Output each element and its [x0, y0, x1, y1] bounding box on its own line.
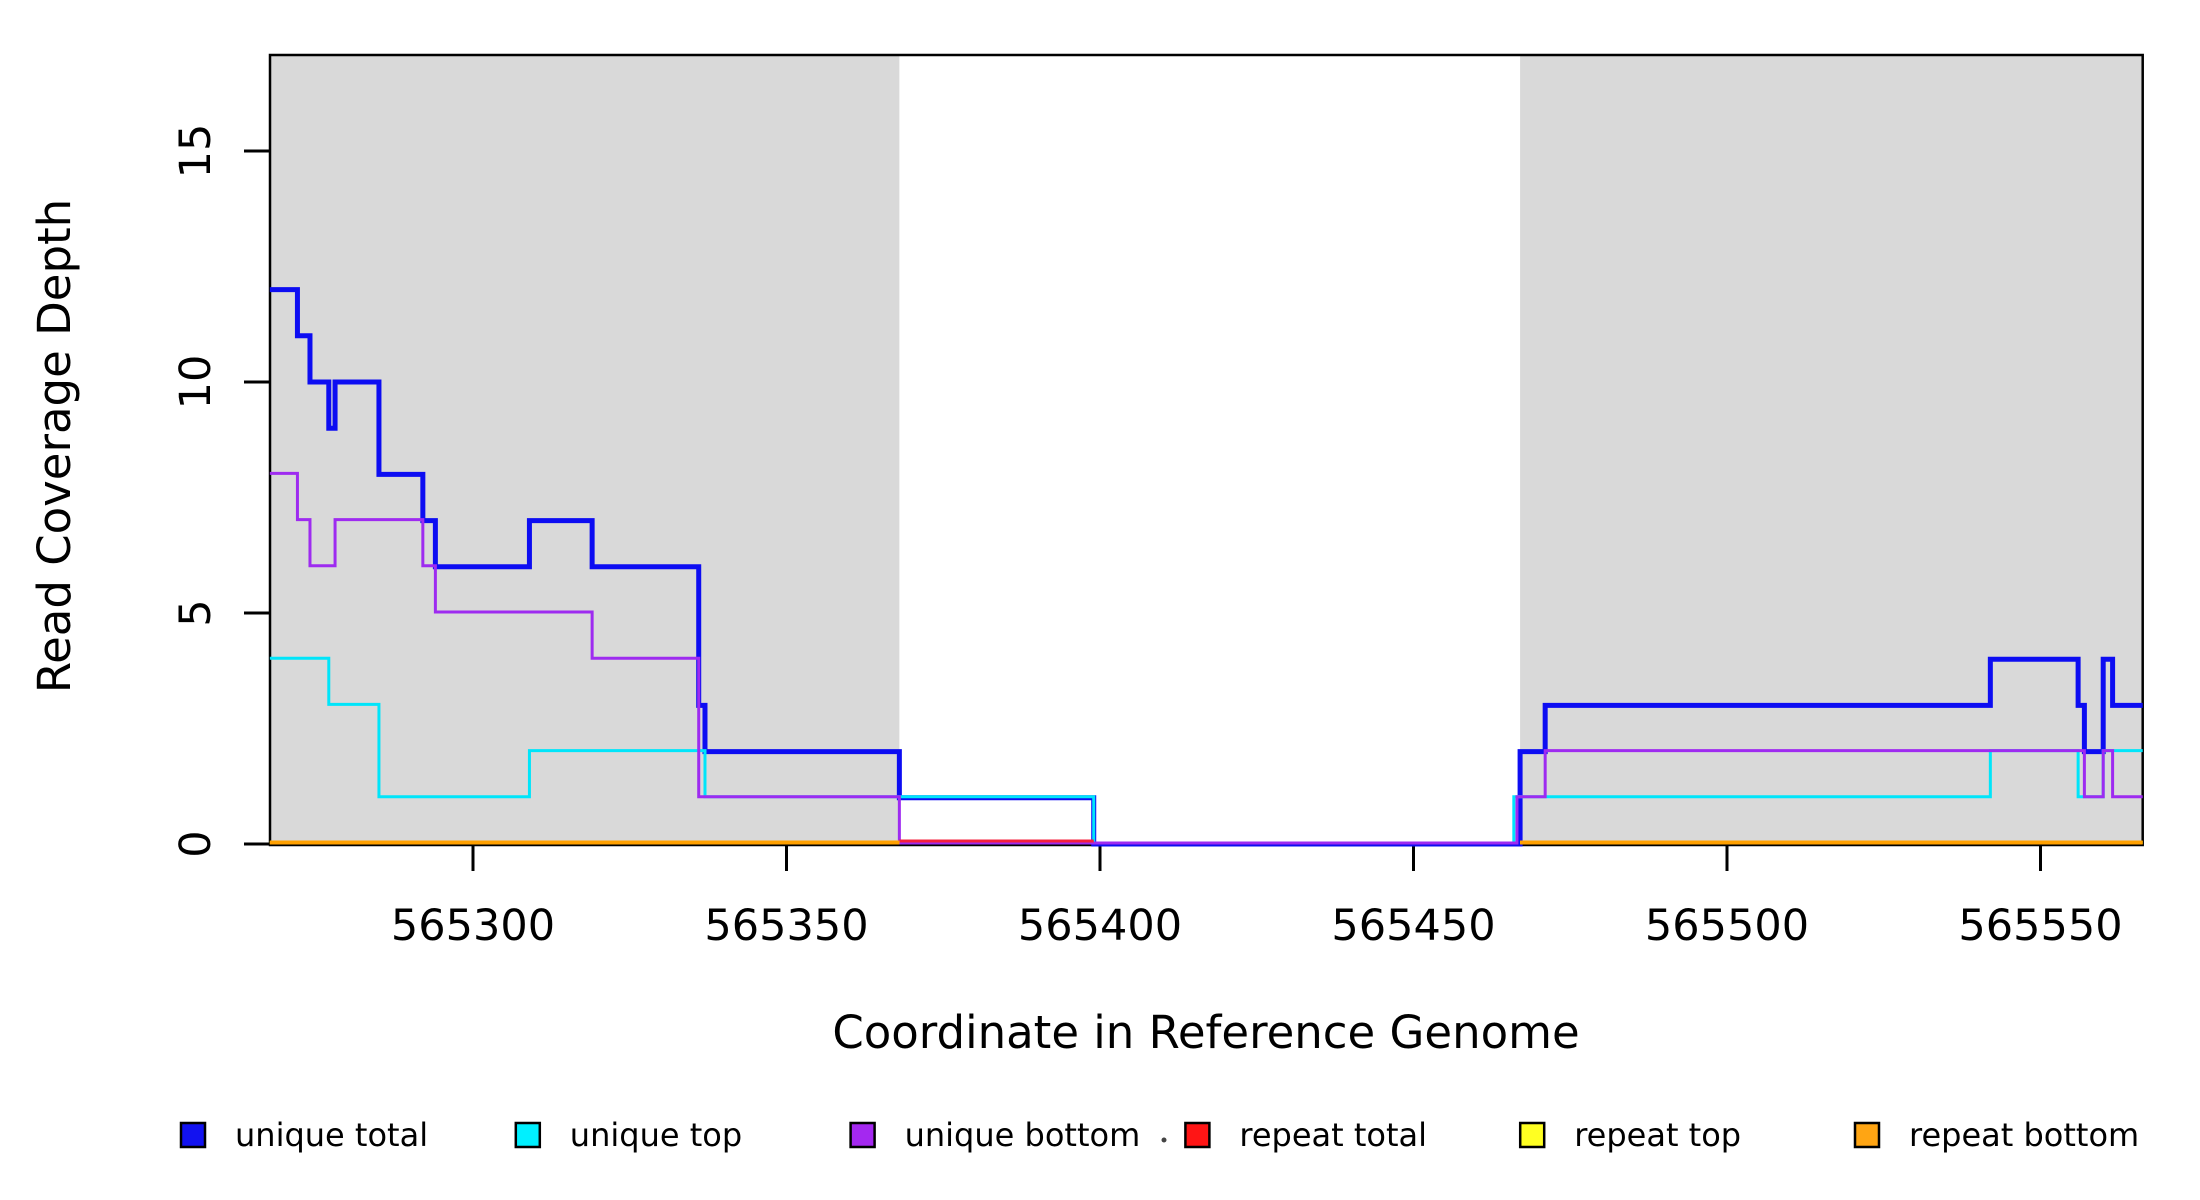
legend-label-repeat-bottom: repeat bottom: [1909, 1116, 2139, 1154]
legend-label-unique-bottom: unique bottom: [905, 1116, 1141, 1154]
y-tick-label: 5: [171, 599, 221, 626]
legend-item: unique total: [179, 1116, 428, 1154]
series-unique-bottom: [269, 471, 2143, 845]
series-unique-total: [269, 287, 2143, 847]
series-path: [269, 471, 2143, 845]
coverage-series-lines: [269, 287, 2143, 847]
x-tick-label: 565550: [1958, 901, 2122, 951]
repeat-region-shade: [269, 56, 900, 845]
y-axis-title: Read Coverage Depth: [28, 199, 81, 693]
legend-label-repeat-total: repeat total: [1239, 1116, 1427, 1154]
legend: unique total unique top unique bottom re…: [179, 1116, 2139, 1154]
legend-swatch-unique-top: [514, 1121, 542, 1149]
x-tick-label: 565450: [1331, 901, 1495, 951]
legend-label-unique-top: unique top: [570, 1116, 742, 1154]
y-tick-label: 0: [171, 830, 221, 857]
legend-item: repeat top: [1518, 1116, 1741, 1154]
series-path: [269, 656, 2143, 845]
legend-item: repeat total: [1184, 1116, 1427, 1154]
legend-swatch-repeat-top: [1518, 1121, 1546, 1149]
series-path: [269, 287, 2143, 847]
legend-label-repeat-top: repeat top: [1574, 1116, 1741, 1154]
x-tick-label: 565400: [1018, 901, 1182, 951]
repeat-region-shading: [269, 56, 2143, 845]
y-tick-label: 15: [171, 124, 221, 179]
legend-item: unique top: [514, 1116, 742, 1154]
repeat-region-shade: [1520, 56, 2143, 845]
x-tick-label: 565350: [704, 901, 868, 951]
legend-swatch-unique-total: [179, 1121, 207, 1149]
axes-and-ticks: 565300 565350 565400 565450 565500 565550 0 5 10…: [171, 53, 2144, 951]
x-axis-title: Coordinate in Reference Genome: [832, 1006, 1579, 1059]
series-unique-top: [269, 656, 2143, 845]
legend-item: repeat bottom: [1853, 1116, 2139, 1154]
y-tick-label: 10: [171, 355, 221, 410]
legend-label-unique-total: unique total: [235, 1116, 428, 1154]
stray-dot: [1161, 1137, 1167, 1143]
x-tick-label: 565500: [1645, 901, 1809, 951]
legend-swatch-unique-bottom: [849, 1121, 876, 1149]
legend-swatch-repeat-bottom: [1853, 1121, 1881, 1149]
legend-item: unique bottom: [849, 1116, 1141, 1154]
x-tick-label: 565300: [391, 901, 555, 951]
legend-swatch-repeat-total: [1184, 1121, 1211, 1149]
